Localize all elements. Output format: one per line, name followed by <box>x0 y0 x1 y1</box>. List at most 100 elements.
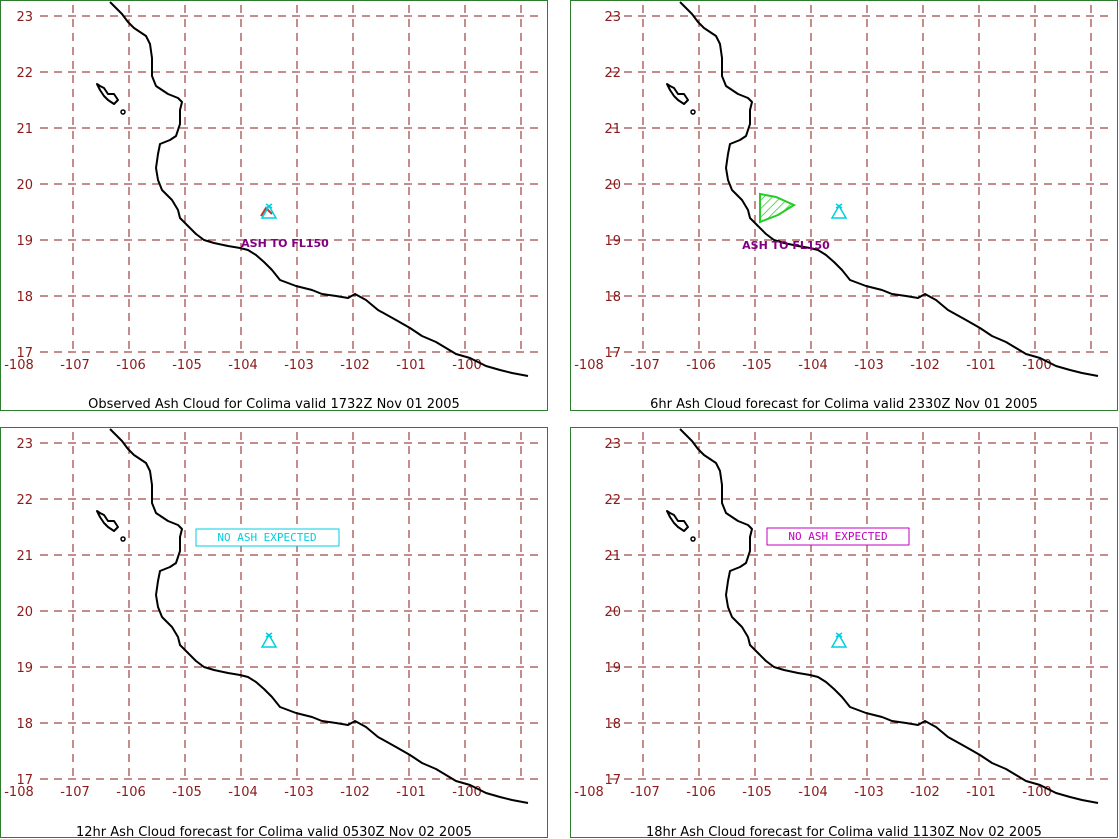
lat-tick-labels: 23 22 21 20 19 18 17 <box>604 437 621 788</box>
lat-tick-19: 19 <box>604 234 621 249</box>
lat-tick-18: 18 <box>604 717 621 732</box>
lon-tick-104: -104 <box>228 785 258 800</box>
lon-tick-102: -102 <box>340 785 370 800</box>
lon-tick-103: -103 <box>284 358 314 373</box>
lon-tick-104: -104 <box>228 358 258 373</box>
lat-tick-21: 21 <box>16 549 33 564</box>
lon-tick-103: -103 <box>854 358 884 373</box>
lon-tick-105: -105 <box>742 358 772 373</box>
lat-tick-17: 17 <box>604 773 621 788</box>
panel-caption: 12hr Ash Cloud forecast for Colima valid… <box>76 825 472 838</box>
map-svg: 23 22 21 20 19 18 17 -108 -107 -106 -105… <box>570 427 1118 838</box>
volcano-triangle-icon <box>830 632 848 648</box>
map-panel-18hr: 23 22 21 20 19 18 17 -108 -107 -106 -105… <box>570 427 1118 838</box>
lon-tick-105: -105 <box>172 785 202 800</box>
map-svg: 23 22 21 20 19 18 17 -108 -107 -106 -105… <box>570 0 1118 411</box>
lon-tick-labels: -108 -107 -106 -105 -104 -103 -102 -101 … <box>4 358 482 373</box>
islas-marias-outline <box>666 83 689 105</box>
lat-tick-23: 23 <box>604 437 621 452</box>
lat-tick-21: 21 <box>604 549 621 564</box>
lat-tick-17: 17 <box>16 346 33 361</box>
lat-tick-20: 20 <box>604 178 621 193</box>
flight-level-label: ASH TO FL150 <box>742 239 830 252</box>
no-ash-text: NO ASH EXPECTED <box>788 530 887 543</box>
mexico-coastline <box>679 1 1099 377</box>
lat-tick-23: 23 <box>16 437 33 452</box>
lat-tick-labels: 23 22 21 20 19 18 17 <box>604 10 621 361</box>
lon-tick-106: -106 <box>116 358 146 373</box>
island-dot <box>690 536 696 542</box>
mexico-coastline <box>109 428 529 804</box>
lat-tick-20: 20 <box>16 178 33 193</box>
lat-tick-21: 21 <box>16 122 33 137</box>
islas-marias-outline <box>96 510 119 532</box>
island-dot <box>120 109 126 115</box>
lon-tick-108: -108 <box>574 358 604 373</box>
panel-frame <box>570 427 1118 838</box>
panel-caption: 6hr Ash Cloud forecast for Colima valid … <box>650 397 1038 411</box>
lon-tick-100: -100 <box>1022 358 1052 373</box>
lat-tick-23: 23 <box>16 10 33 25</box>
lon-tick-103: -103 <box>854 785 884 800</box>
lon-grid <box>642 432 1092 779</box>
lon-grid <box>642 5 1092 352</box>
lon-tick-105: -105 <box>172 358 202 373</box>
lat-tick-labels: 23 22 21 20 19 18 17 <box>16 10 33 361</box>
lon-tick-104: -104 <box>798 785 828 800</box>
lon-tick-102: -102 <box>340 358 370 373</box>
lon-tick-101: -101 <box>966 358 996 373</box>
lon-tick-107: -107 <box>630 785 660 800</box>
lat-tick-22: 22 <box>16 66 33 81</box>
panel-caption: 18hr Ash Cloud forecast for Colima valid… <box>646 825 1042 838</box>
lat-tick-21: 21 <box>604 122 621 137</box>
lon-tick-108: -108 <box>4 785 34 800</box>
lon-tick-102: -102 <box>910 785 940 800</box>
lon-tick-100: -100 <box>452 358 482 373</box>
lon-tick-101: -101 <box>966 785 996 800</box>
lat-tick-20: 20 <box>604 605 621 620</box>
mexico-coastline <box>679 428 1099 804</box>
lat-tick-22: 22 <box>604 493 621 508</box>
lon-tick-100: -100 <box>1022 785 1052 800</box>
lat-tick-22: 22 <box>604 66 621 81</box>
lon-tick-105: -105 <box>742 785 772 800</box>
lat-tick-22: 22 <box>16 493 33 508</box>
volcano-triangle-icon <box>260 632 278 648</box>
panel-caption: Observed Ash Cloud for Colima valid 1732… <box>88 397 460 411</box>
lat-tick-19: 19 <box>16 234 33 249</box>
lon-tick-101: -101 <box>396 785 426 800</box>
map-svg: 23 22 21 20 19 18 17 -108 -107 -106 -105… <box>0 0 548 411</box>
lon-tick-106: -106 <box>116 785 146 800</box>
lon-tick-103: -103 <box>284 785 314 800</box>
lon-tick-106: -106 <box>686 785 716 800</box>
island-dot <box>690 109 696 115</box>
no-ash-text: NO ASH EXPECTED <box>217 531 316 544</box>
panel-frame <box>0 427 548 838</box>
lon-tick-107: -107 <box>60 785 90 800</box>
lon-tick-107: -107 <box>60 358 90 373</box>
lon-tick-101: -101 <box>396 358 426 373</box>
lon-tick-108: -108 <box>4 358 34 373</box>
lon-grid <box>72 5 522 352</box>
map-panel-observed: 23 22 21 20 19 18 17 -108 -107 -106 -105… <box>0 0 548 411</box>
mexico-coastline <box>109 1 529 377</box>
map-svg: 23 22 21 20 19 18 17 -108 -107 -106 -105… <box>0 427 548 838</box>
volcano-triangle-icon <box>260 203 278 219</box>
lat-tick-23: 23 <box>604 10 621 25</box>
panel-frame <box>570 0 1118 411</box>
lon-tick-labels: -108 -107 -106 -105 -104 -103 -102 -101 … <box>574 785 1052 800</box>
lon-tick-107: -107 <box>630 358 660 373</box>
map-panel-6hr: 23 22 21 20 19 18 17 -108 -107 -106 -105… <box>570 0 1118 411</box>
lat-tick-17: 17 <box>604 346 621 361</box>
lat-tick-19: 19 <box>604 661 621 676</box>
lat-tick-19: 19 <box>16 661 33 676</box>
flight-level-label: ASH TO FL150 <box>241 237 329 250</box>
map-panel-12hr: 23 22 21 20 19 18 17 -108 -107 -106 -105… <box>0 427 548 838</box>
lon-tick-104: -104 <box>798 358 828 373</box>
volcano-triangle-icon <box>830 203 848 219</box>
lon-grid <box>72 432 522 779</box>
island-dot <box>120 536 126 542</box>
panel-frame <box>0 0 548 411</box>
islas-marias-outline <box>96 83 119 105</box>
lat-tick-20: 20 <box>16 605 33 620</box>
